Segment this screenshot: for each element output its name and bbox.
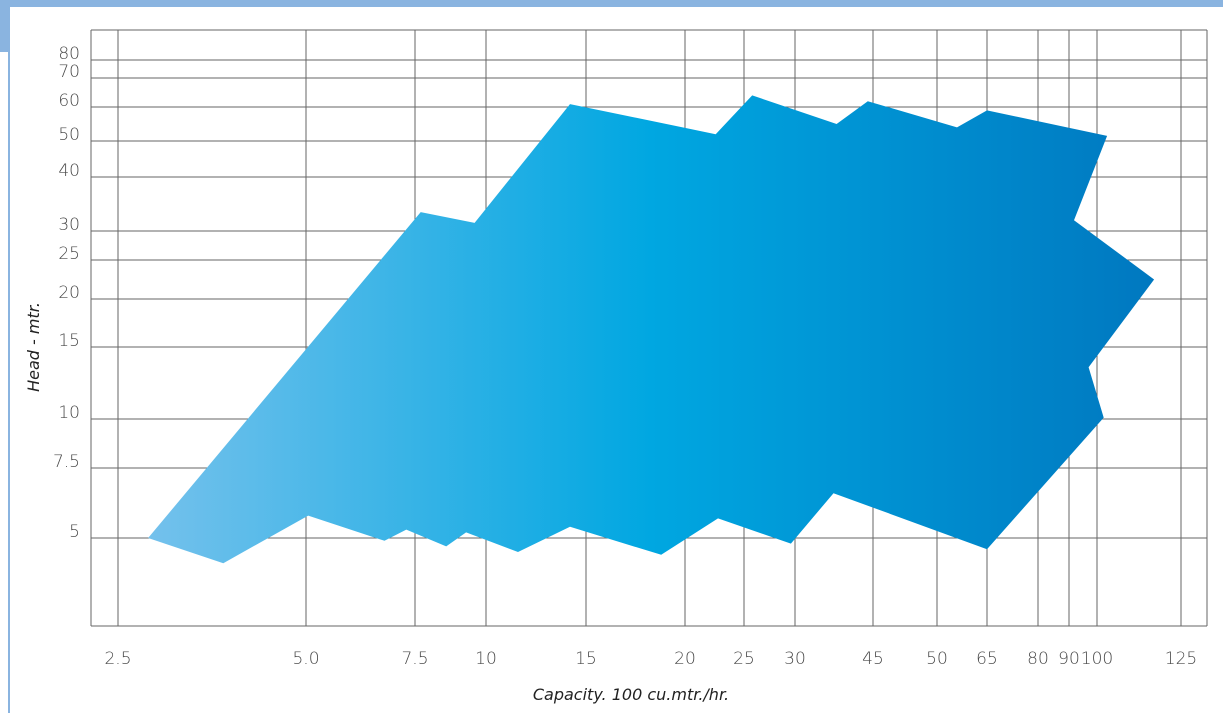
y-tick-label: 70 xyxy=(58,62,80,82)
x-tick-label: 50 xyxy=(926,649,948,669)
x-tick-label: 2.5 xyxy=(104,649,131,669)
x-tick-label: 25 xyxy=(733,649,755,669)
left-frame-band xyxy=(0,0,8,52)
x-tick-label: 100 xyxy=(1081,649,1113,669)
y-tick-label: 80 xyxy=(58,44,80,64)
y-tick-label: 50 xyxy=(58,125,80,145)
x-tick-label: 125 xyxy=(1165,649,1197,669)
x-tick-label: 10 xyxy=(475,649,497,669)
coverage-area xyxy=(148,95,1155,564)
y-tick-label: 20 xyxy=(58,283,80,303)
x-axis-title: Capacity. 100 cu.mtr./hr. xyxy=(533,685,729,704)
x-tick-label: 5.0 xyxy=(292,649,319,669)
y-tick-label: 10 xyxy=(58,403,80,423)
x-tick-label: 20 xyxy=(674,649,696,669)
y-tick-label: 25 xyxy=(58,244,80,264)
x-tick-labels: 2.5 5.0 7.5 10 15 20 25 30 45 50 65 80 90 100 125 xyxy=(104,649,1197,669)
x-tick-label: 90 xyxy=(1058,649,1080,669)
x-tick-label: 30 xyxy=(784,649,806,669)
y-tick-label: 30 xyxy=(58,215,80,235)
x-tick-label: 7.5 xyxy=(401,649,428,669)
top-frame-band xyxy=(0,0,1223,7)
y-tick-label: 40 xyxy=(58,161,80,181)
x-tick-label: 80 xyxy=(1027,649,1049,669)
y-tick-label: 7.5 xyxy=(53,452,80,472)
x-tick-label: 15 xyxy=(575,649,597,669)
y-tick-label: 15 xyxy=(58,331,80,351)
y-axis-title: Head - mtr. xyxy=(24,302,43,392)
y-tick-label: 60 xyxy=(58,91,80,111)
x-tick-label: 45 xyxy=(862,649,884,669)
x-tick-label: 65 xyxy=(976,649,998,669)
y-tick-label: 5 xyxy=(69,522,80,542)
